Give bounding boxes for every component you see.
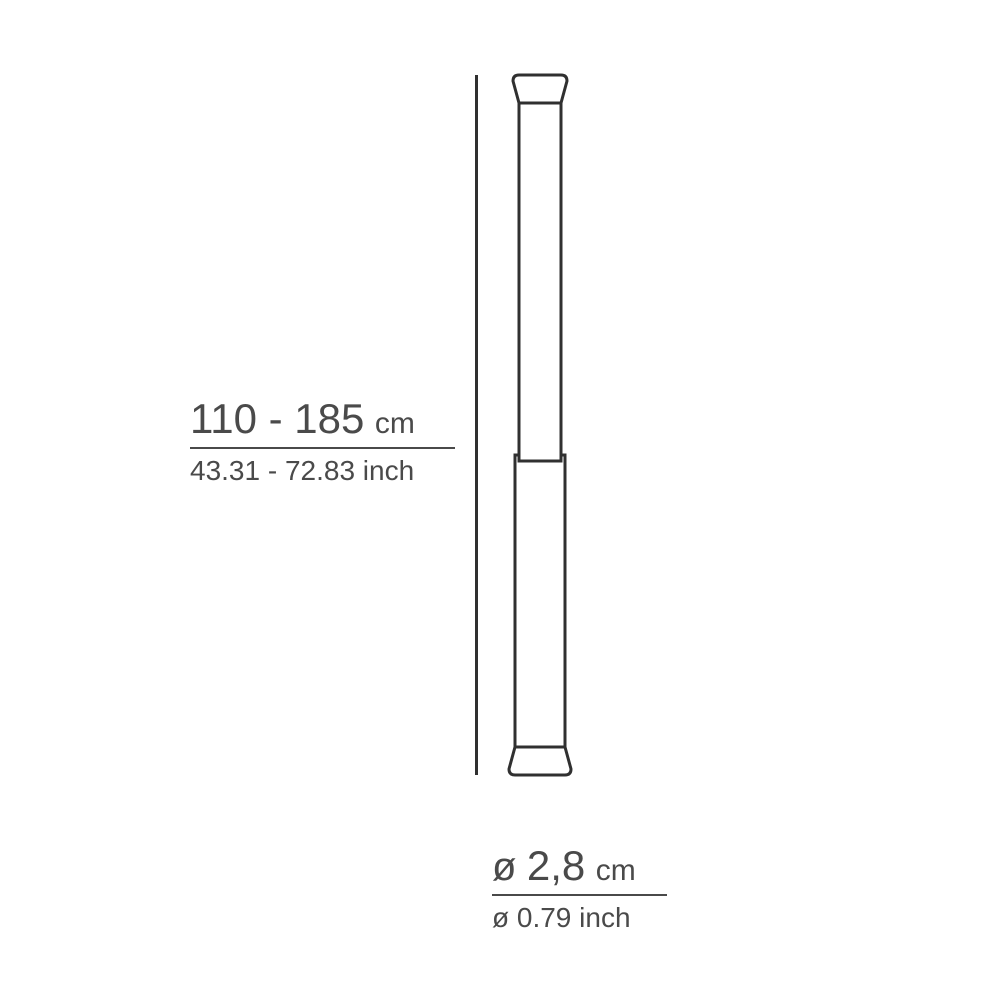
height-value: 110 - 185 [190,395,364,442]
height-primary: 110 - 185 cm [190,395,455,443]
diameter-value: 2,8 [527,842,585,889]
diameter-unit: cm [596,854,636,887]
diameter-label-block: ø 2,8 cm ø 0.79 inch [492,842,667,934]
height-label-block: 110 - 185 cm 43.31 - 72.83 inch [190,395,455,487]
height-divider [190,447,455,449]
height-secondary: 43.31 - 72.83 inch [190,455,455,487]
diameter-symbol: ø [492,845,516,889]
height-unit: cm [375,407,415,440]
diameter-secondary: ø 0.79 inch [492,902,667,934]
diameter-divider [492,894,667,896]
diameter-primary: ø 2,8 cm [492,842,667,890]
diagram-stage: 110 - 185 cm 43.31 - 72.83 inch ø 2,8 cm… [0,0,1000,1000]
